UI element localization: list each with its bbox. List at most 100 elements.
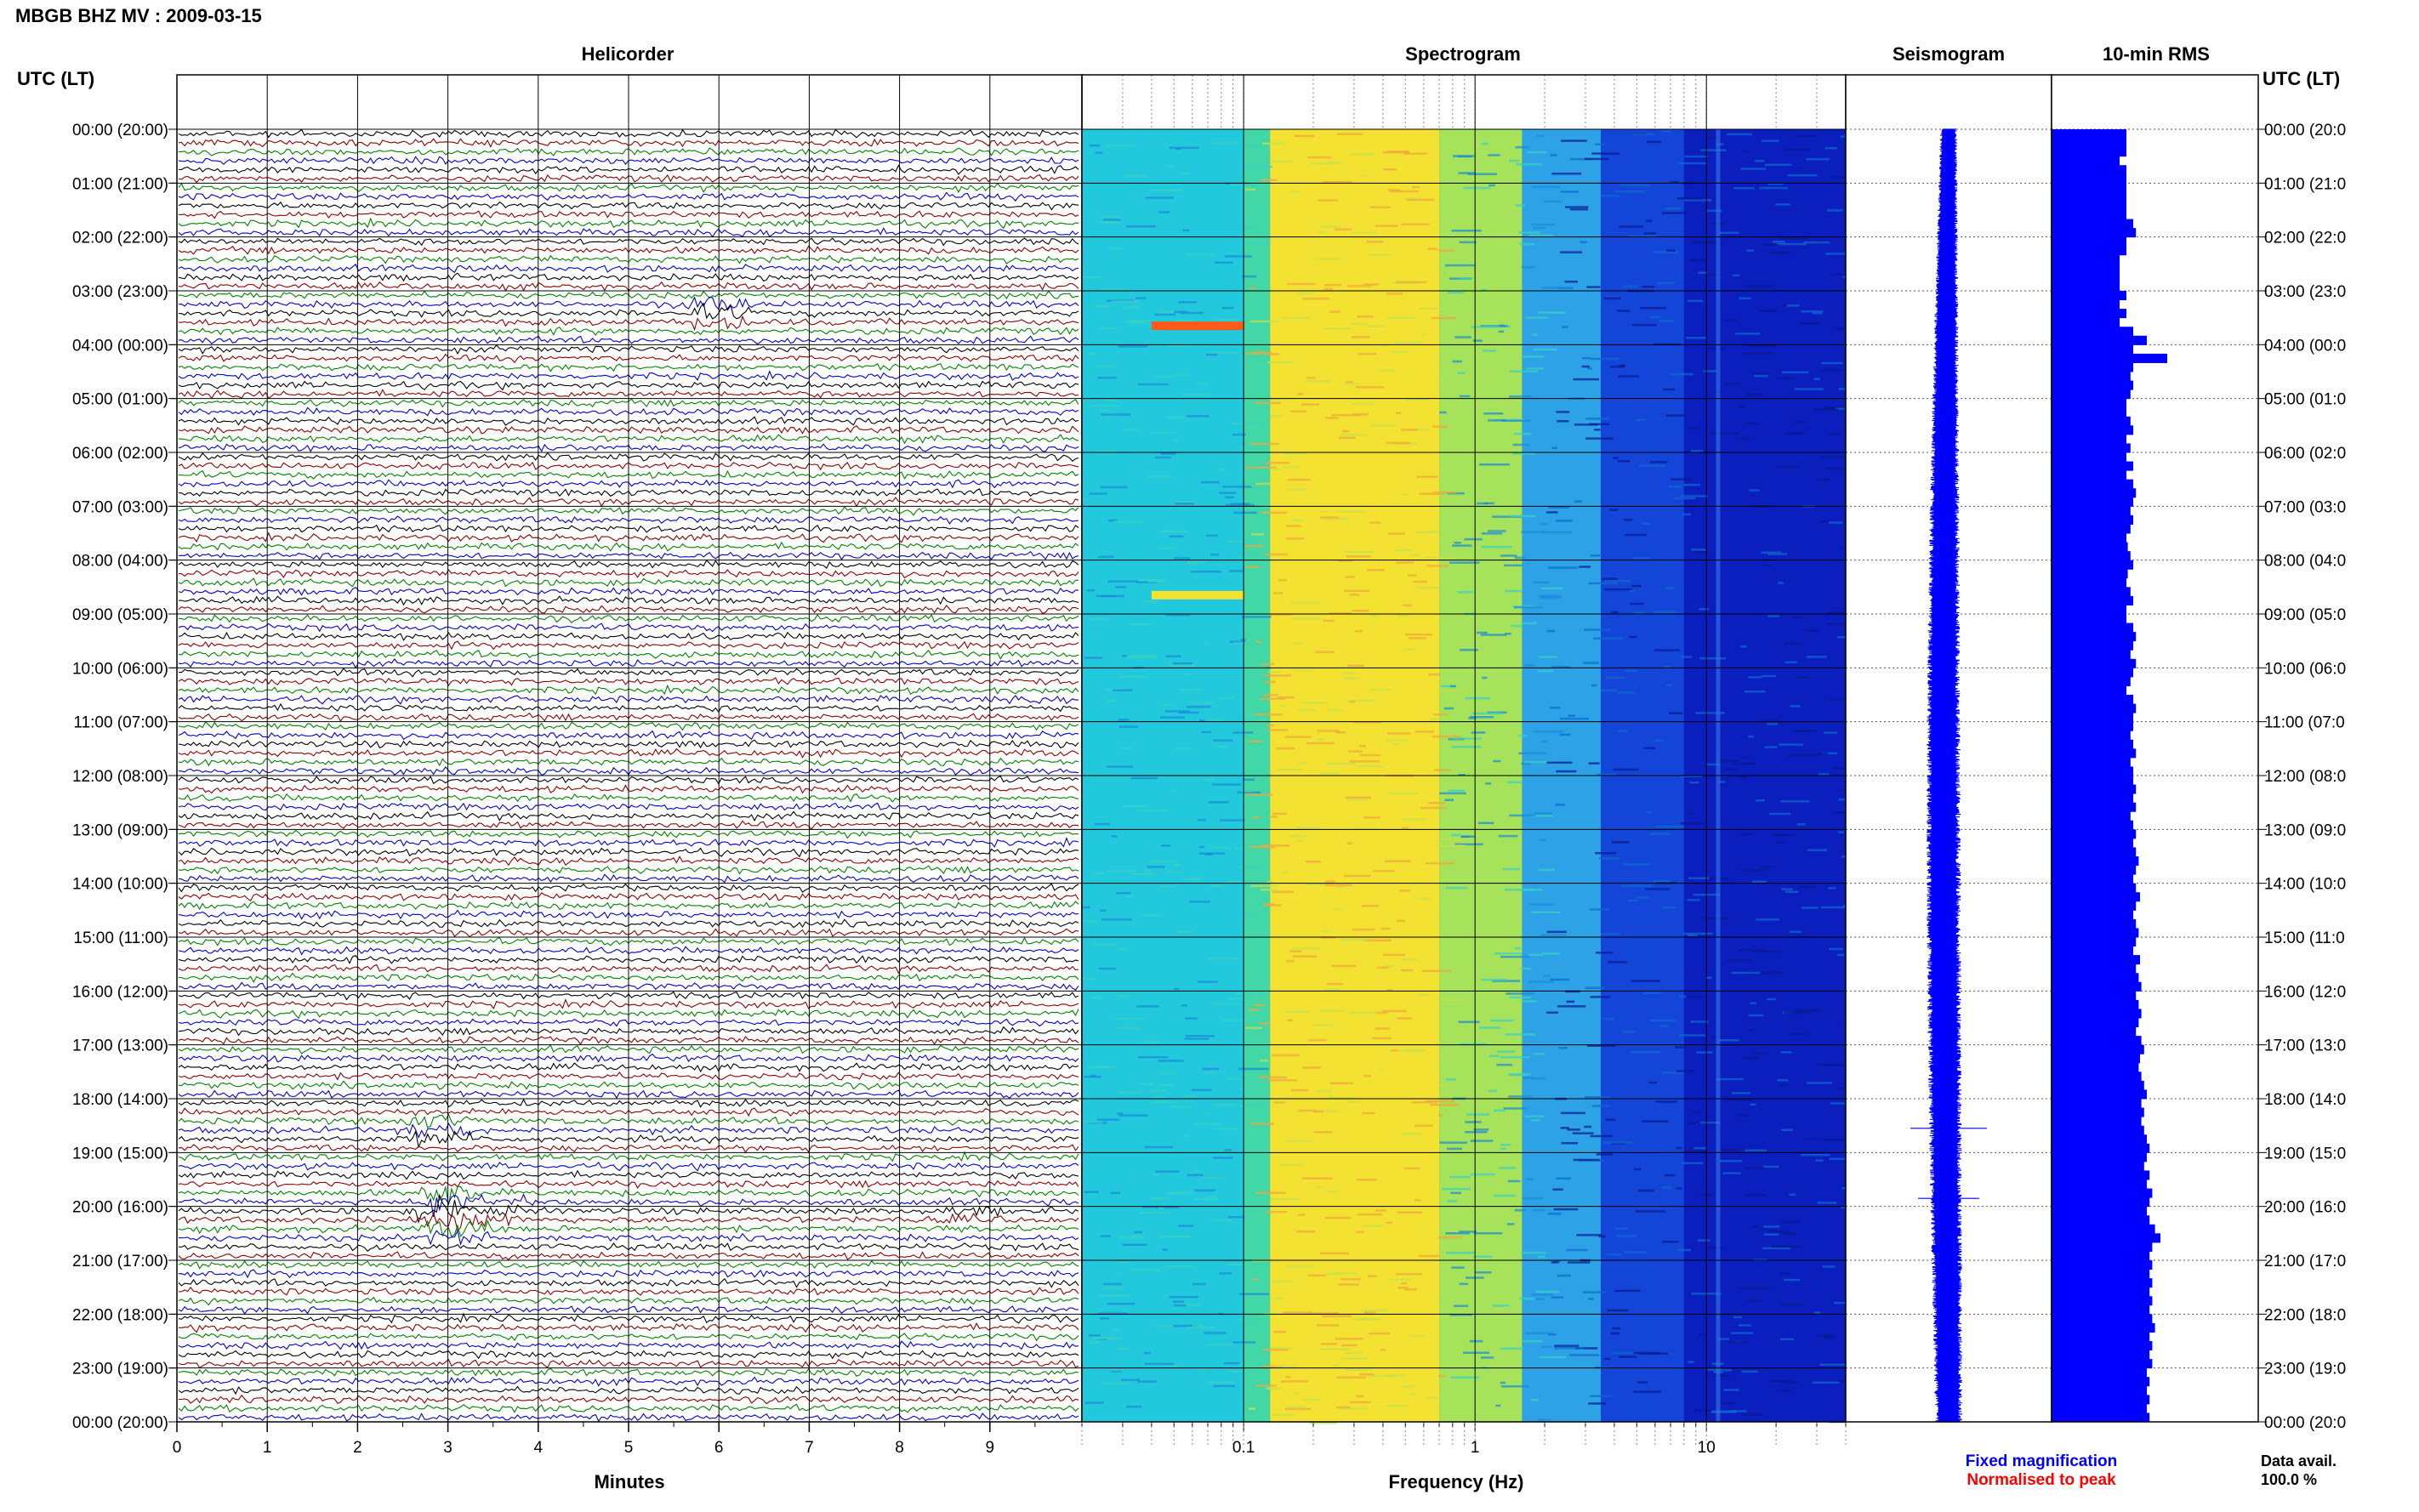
spectrogram-pixel bbox=[1817, 1064, 1848, 1066]
spectrogram-pixel bbox=[1726, 319, 1738, 321]
spectrogram-pixel bbox=[1525, 1178, 1534, 1180]
spectrogram-pixel bbox=[1357, 1213, 1383, 1216]
spectrogram-pixel bbox=[1686, 337, 1707, 339]
rms-bar bbox=[2052, 928, 2139, 938]
spectrogram-pixel bbox=[1206, 1344, 1233, 1346]
spectrogram-pixel bbox=[1733, 1316, 1742, 1319]
spectrogram-pixel bbox=[1467, 173, 1497, 175]
spectrogram-pixel bbox=[1695, 712, 1725, 714]
spectrogram-pixel bbox=[1450, 833, 1461, 837]
spectrogram-pixel bbox=[1432, 713, 1449, 716]
spectrogram-pixel bbox=[1409, 637, 1426, 639]
spectrogram-pixel bbox=[1213, 1157, 1233, 1159]
right-time-label: 14:00 (10:0 bbox=[2264, 876, 2346, 894]
rms-bar bbox=[2052, 246, 2126, 256]
spectrogram-pixel bbox=[1120, 1261, 1130, 1264]
spectrogram-pixel bbox=[1145, 196, 1174, 199]
spectrogram-pixel bbox=[1155, 1170, 1180, 1173]
spectrogram-pixel bbox=[1743, 1056, 1760, 1060]
spectrogram-pixel bbox=[1742, 1413, 1763, 1416]
spectrogram-pixel bbox=[1629, 635, 1637, 639]
rms-bar bbox=[2052, 856, 2139, 867]
spectrogram-pixel bbox=[1551, 446, 1557, 450]
spectrogram-pixel bbox=[1221, 1019, 1248, 1021]
spectrogram-pixel bbox=[1373, 869, 1396, 873]
spectrogram-pixel bbox=[1324, 884, 1352, 887]
spectrogram-pixel bbox=[1478, 1026, 1501, 1029]
spectrogram-pixel bbox=[1804, 1137, 1816, 1140]
spectrogram-pixel bbox=[1397, 1211, 1422, 1214]
spectrogram-pixel bbox=[1118, 947, 1129, 950]
spectrogram-pixel bbox=[1538, 868, 1556, 872]
rms-bar bbox=[2052, 757, 2131, 767]
spectrogram-pixel bbox=[1370, 424, 1397, 427]
spectrogram-pixel bbox=[1581, 365, 1590, 368]
spectrogram-pixel bbox=[1351, 322, 1367, 326]
spectrogram-pixel bbox=[1174, 1304, 1187, 1307]
spectrogram-pixel bbox=[1631, 980, 1661, 982]
spectrogram-pixel bbox=[1248, 740, 1263, 742]
spectrogram-pixel bbox=[1243, 778, 1255, 781]
spectrogram-pixel bbox=[1141, 1206, 1158, 1208]
spectrogram-pixel bbox=[1366, 241, 1384, 243]
rms-bar bbox=[2052, 389, 2131, 400]
spectrogram-pixel bbox=[1550, 978, 1570, 981]
spectrogram-pixel bbox=[1585, 157, 1609, 161]
spectrogram-pixel bbox=[1395, 1273, 1422, 1276]
spectrogram-pixel bbox=[1613, 768, 1639, 771]
spectrogram-pixel bbox=[1104, 1287, 1123, 1289]
spectrogram-pixel bbox=[1243, 166, 1273, 168]
spectrogram-pixel bbox=[1448, 291, 1465, 294]
spectrogram-pixel bbox=[1101, 413, 1131, 416]
spectrogram-pixel bbox=[1377, 966, 1389, 969]
spectrogram-pixel bbox=[1540, 597, 1562, 600]
spectrogram-pixel bbox=[1188, 562, 1198, 565]
spectrogram-pixel bbox=[1601, 195, 1620, 197]
spectrogram-pixel bbox=[1340, 1278, 1361, 1281]
spectrogram-pixel bbox=[1443, 707, 1454, 710]
spectrogram-pixel bbox=[1118, 1347, 1129, 1350]
spectrogram-pixel bbox=[1390, 1049, 1398, 1052]
spectrogram-pixel bbox=[1653, 879, 1671, 883]
spectrogram-pixel bbox=[1525, 1332, 1537, 1335]
spectrogram-pixel bbox=[1345, 796, 1371, 799]
spectrogram-pixel bbox=[1151, 1089, 1167, 1092]
spectrogram-pixel bbox=[1488, 1054, 1500, 1058]
spectrogram-pixel bbox=[1807, 1082, 1832, 1084]
rms-bar bbox=[2052, 1009, 2142, 1019]
spectrogram-pixel bbox=[1668, 486, 1682, 488]
spectrogram-pixel bbox=[1746, 249, 1755, 252]
rms-bar bbox=[2052, 327, 2133, 337]
spectrogram-pixel bbox=[1185, 1094, 1196, 1098]
spectrogram-pixel bbox=[1086, 589, 1095, 592]
spectrogram-pixel bbox=[1446, 1147, 1462, 1151]
spectrogram-pixel bbox=[1828, 887, 1836, 890]
spectrogram-pixel bbox=[1798, 885, 1817, 888]
spectrogram-pixel bbox=[1349, 594, 1360, 596]
spectrogram-pixel bbox=[1390, 350, 1409, 354]
spectrogram-pixel bbox=[1198, 981, 1218, 983]
spectrogram-hotspot bbox=[1151, 321, 1244, 331]
spectrogram-pixel bbox=[1525, 316, 1549, 319]
spectrogram-pixel bbox=[1803, 241, 1830, 244]
right-time-label: 02:00 (22:0 bbox=[2264, 230, 2346, 247]
rms-bar bbox=[2052, 955, 2140, 965]
rms-bar bbox=[2052, 640, 2133, 651]
spectrogram-pixel bbox=[1319, 516, 1340, 519]
spectrogram-pixel bbox=[1325, 417, 1339, 419]
spectrogram-pixel bbox=[1326, 1190, 1339, 1193]
rms-bar bbox=[2052, 524, 2131, 534]
spectrogram-pixel bbox=[1204, 642, 1211, 645]
spectrogram-pixel bbox=[1100, 1294, 1130, 1297]
spectrogram-pixel bbox=[1110, 1368, 1124, 1372]
spectrogram-pixel bbox=[1783, 1232, 1797, 1236]
spectrogram-pixel bbox=[1671, 478, 1693, 480]
spectrogram-pixel bbox=[1566, 1248, 1588, 1252]
spectrogram-pixel bbox=[1505, 633, 1511, 635]
spectrogram-pixel bbox=[1107, 765, 1134, 768]
legend-normalised-to-peak: Normalised to peak bbox=[1967, 1471, 2116, 1489]
spectrogram-pixel bbox=[1402, 1385, 1414, 1388]
spectrogram-pixel bbox=[1137, 1380, 1157, 1383]
spectrogram-pixel bbox=[1253, 1003, 1266, 1006]
spectrogram-pixel bbox=[1449, 1313, 1472, 1316]
